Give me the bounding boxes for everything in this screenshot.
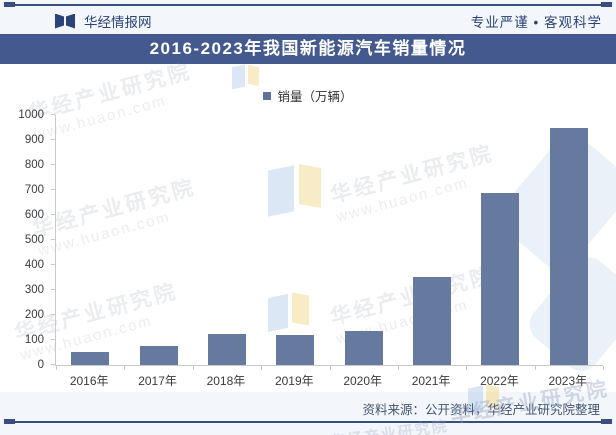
y-axis-tick <box>51 264 55 265</box>
y-axis-tick-label: 600 <box>24 209 44 221</box>
legend-label: 销量（万辆） <box>277 90 353 104</box>
brand: 华经情报网 <box>55 11 152 31</box>
y-axis-tick <box>51 139 55 140</box>
y-axis-tick-label: 100 <box>24 334 44 346</box>
y-axis-tick <box>51 114 55 115</box>
bar-2019年 <box>276 334 315 365</box>
y-axis: 0 100 200 300 400 500 600 700 800 900 1000 <box>0 109 55 371</box>
x-axis-tick-label: 2022年 <box>480 374 519 388</box>
y-axis-tick-label: 500 <box>24 234 44 246</box>
source-note: 资料来源：公开资料，华经产业研究院整理 <box>362 403 600 417</box>
bar-2016年 <box>71 352 110 365</box>
y-axis-tick <box>51 289 55 290</box>
x-axis-tick <box>603 366 604 370</box>
y-axis-tick-label: 0 <box>37 359 44 371</box>
bar-series <box>56 115 603 365</box>
x-axis-tick-label: 2023年 <box>548 374 588 388</box>
bar-cell <box>261 115 329 365</box>
plot-area <box>55 115 604 370</box>
bar-2022年 <box>481 192 520 365</box>
line-end-dash <box>4 419 15 424</box>
bar-2021年 <box>413 277 452 365</box>
bar-cell <box>124 115 192 365</box>
top-divider-line <box>4 2 612 7</box>
x-axis-tick-label: 2020年 <box>343 374 383 388</box>
y-axis-tick <box>51 189 55 190</box>
y-axis-tick-label: 300 <box>24 284 44 296</box>
x-axis-tick-label: 2016年 <box>69 374 109 388</box>
bar-cell <box>193 115 261 365</box>
x-axis-tick <box>329 366 331 370</box>
x-axis-tick <box>261 366 263 370</box>
bottom-divider-line <box>4 419 612 424</box>
y-axis-tick <box>51 164 55 165</box>
bar-cell <box>330 115 398 365</box>
y-axis-tick-label: 700 <box>24 184 44 196</box>
line-end-dash <box>4 2 15 7</box>
line-end-dash <box>601 419 612 424</box>
x-axis-tick <box>466 366 468 370</box>
legend: 销量（万辆） <box>0 86 616 105</box>
bar-2020年 <box>344 330 383 365</box>
y-axis-tick-label: 900 <box>24 134 44 146</box>
x-axis-tick <box>56 366 57 370</box>
y-axis-tick <box>51 339 55 340</box>
header-slogan: 专业严谨 • 客观科学 <box>470 15 602 30</box>
bar-cell <box>535 115 603 365</box>
y-axis-tick <box>51 239 55 240</box>
line-end-dash <box>601 2 612 7</box>
y-axis-tick-label: 200 <box>24 309 44 321</box>
y-axis-tick-label: 400 <box>24 259 44 271</box>
bar-chart-area: 华经产业研究院 www.huaon.com 华经产业研究院 www.huaon.… <box>0 60 616 392</box>
chart-title: 2016-2023年我国新能源汽车销量情况 <box>0 34 616 64</box>
x-axis-tick-label: 2018年 <box>206 374 246 388</box>
x-axis-tick-label: 2021年 <box>411 374 451 388</box>
bar-cell <box>56 115 124 365</box>
header-row: 华经情报网 专业严谨 • 客观科学 <box>0 8 616 34</box>
x-axis-tick <box>192 366 194 370</box>
bar-2017年 <box>139 345 178 365</box>
y-axis-tick-label: 800 <box>24 159 44 171</box>
bar-cell <box>398 115 466 365</box>
x-axis-tick-label: 2017年 <box>138 374 177 388</box>
x-axis-tick <box>124 366 126 370</box>
y-axis-tick-label: 1000 <box>18 109 44 121</box>
header-strip: 华经情报网 专业严谨 • 客观科学 <box>0 0 616 34</box>
huajing-book-logo-icon <box>55 13 75 29</box>
brand-name: 华经情报网 <box>84 15 152 30</box>
legend-marker <box>263 91 272 100</box>
x-axis-tick <box>534 366 536 370</box>
x-axis-tick-label: 2019年 <box>274 374 314 388</box>
y-axis-tick <box>51 214 55 215</box>
y-axis-tick <box>51 314 55 315</box>
bar-2023年 <box>549 127 588 365</box>
footer-strip: 华经产业研究院 华经产业研究院 资料来源：公开资料，华经产业研究院整理 <box>0 378 616 435</box>
x-axis-tick <box>397 366 399 370</box>
y-axis-tick <box>51 364 55 365</box>
x-axis-labels: 2016年 2017年 2018年 2019年 2020年 2021年 2022年 2023年 <box>55 372 602 389</box>
bar-2018年 <box>207 333 246 365</box>
bar-cell <box>466 115 534 365</box>
